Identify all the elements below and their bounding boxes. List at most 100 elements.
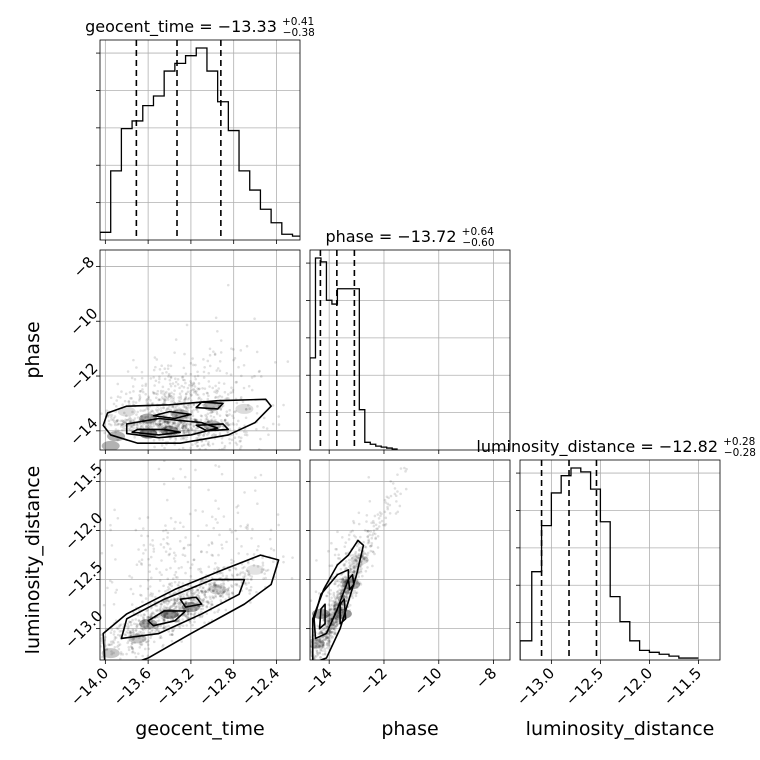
sample-point	[200, 590, 204, 594]
sample-point	[159, 602, 162, 606]
sample-point	[196, 601, 199, 605]
sample-point	[129, 419, 132, 423]
sample-point	[160, 425, 164, 429]
sample-point	[199, 607, 203, 611]
sample-point	[139, 623, 143, 627]
sample-point	[123, 399, 127, 403]
sample-point	[221, 588, 225, 592]
sample-point	[214, 433, 218, 437]
sample-point	[345, 577, 348, 581]
sample-point	[212, 433, 216, 436]
sample-point	[216, 521, 219, 524]
sample-point	[341, 577, 345, 581]
sample-point	[334, 602, 337, 605]
sample-point	[306, 669, 309, 672]
sample-point	[367, 530, 370, 533]
sample-point	[189, 427, 193, 430]
sample-point	[237, 365, 240, 369]
sample-point	[305, 675, 308, 678]
sample-point	[181, 427, 185, 431]
sample-point	[208, 444, 211, 447]
sample-point	[127, 620, 131, 624]
sample-point	[175, 424, 178, 428]
sample-point	[168, 394, 171, 398]
sample-point	[169, 408, 173, 412]
sample-point	[154, 629, 157, 632]
sample-point	[321, 653, 325, 656]
sample-point	[166, 536, 169, 539]
sample-point	[109, 415, 113, 419]
sample-point	[141, 622, 144, 625]
sample-point	[363, 529, 367, 532]
sample-point	[216, 610, 219, 614]
sample-point	[121, 653, 125, 656]
sample-point	[192, 408, 195, 412]
sample-point	[226, 423, 230, 426]
sample-point	[172, 628, 176, 631]
sample-point	[104, 635, 107, 639]
sample-point	[351, 570, 355, 574]
sample-point	[204, 439, 208, 442]
sample-point	[144, 382, 148, 386]
title-plus-geocent_time: +0.41	[282, 16, 314, 28]
sample-point	[329, 604, 332, 607]
sample-point	[199, 610, 203, 614]
sample-point	[77, 661, 80, 664]
sample-point	[181, 409, 184, 412]
sample-point	[119, 396, 122, 399]
panel-luminosity-vs-geocent-time: −14.0−13.6−13.2−12.8−12.4−13.0−12.5−12.0…	[61, 459, 324, 709]
hist-luminosity_distance-frame	[519, 459, 721, 661]
sample-point	[369, 544, 372, 548]
sample-point	[121, 428, 124, 432]
sample-point	[333, 604, 337, 607]
sample-point	[212, 596, 215, 599]
sample-point	[355, 559, 358, 562]
sample-point	[183, 475, 187, 479]
sample-point	[213, 583, 217, 587]
sample-point	[249, 577, 253, 581]
sample-point	[113, 635, 117, 639]
sample-point	[271, 404, 275, 407]
sample-point	[322, 643, 325, 647]
sample-point	[246, 561, 250, 565]
sample-point	[318, 640, 322, 644]
sample-point	[113, 423, 117, 427]
sample-point	[329, 607, 333, 611]
sample-point	[160, 422, 163, 426]
sample-point	[206, 588, 210, 591]
sample-point	[145, 425, 149, 428]
sample-point	[343, 545, 347, 548]
sample-point	[376, 546, 380, 549]
sample-point	[340, 591, 343, 594]
sample-point	[227, 586, 231, 590]
sample-point	[167, 419, 171, 423]
sample-point	[168, 421, 172, 424]
sample-point	[246, 525, 249, 528]
sample-point	[89, 652, 92, 655]
sample-point	[170, 423, 174, 427]
sample-point	[329, 630, 332, 634]
sample-point	[144, 627, 147, 631]
sample-point	[211, 554, 215, 557]
sample-point	[131, 638, 135, 641]
sample-point	[189, 612, 193, 616]
sample-point	[182, 613, 185, 617]
sample-point	[215, 369, 219, 372]
sample-point	[154, 379, 158, 383]
sample-point	[321, 533, 324, 536]
sample-point	[317, 662, 320, 665]
sample-point	[197, 594, 201, 598]
sample-point	[335, 620, 338, 624]
sample-point	[199, 418, 203, 422]
sample-point	[138, 619, 141, 623]
sample-point	[169, 419, 173, 423]
sample-point	[113, 630, 116, 633]
sample-point	[151, 421, 154, 424]
sample-point	[215, 590, 219, 594]
sample-point	[85, 647, 88, 650]
sample-point	[180, 376, 184, 379]
sample-point	[130, 423, 133, 427]
sample-point	[222, 583, 226, 586]
sample-point	[222, 515, 226, 518]
sample-point	[375, 527, 378, 531]
